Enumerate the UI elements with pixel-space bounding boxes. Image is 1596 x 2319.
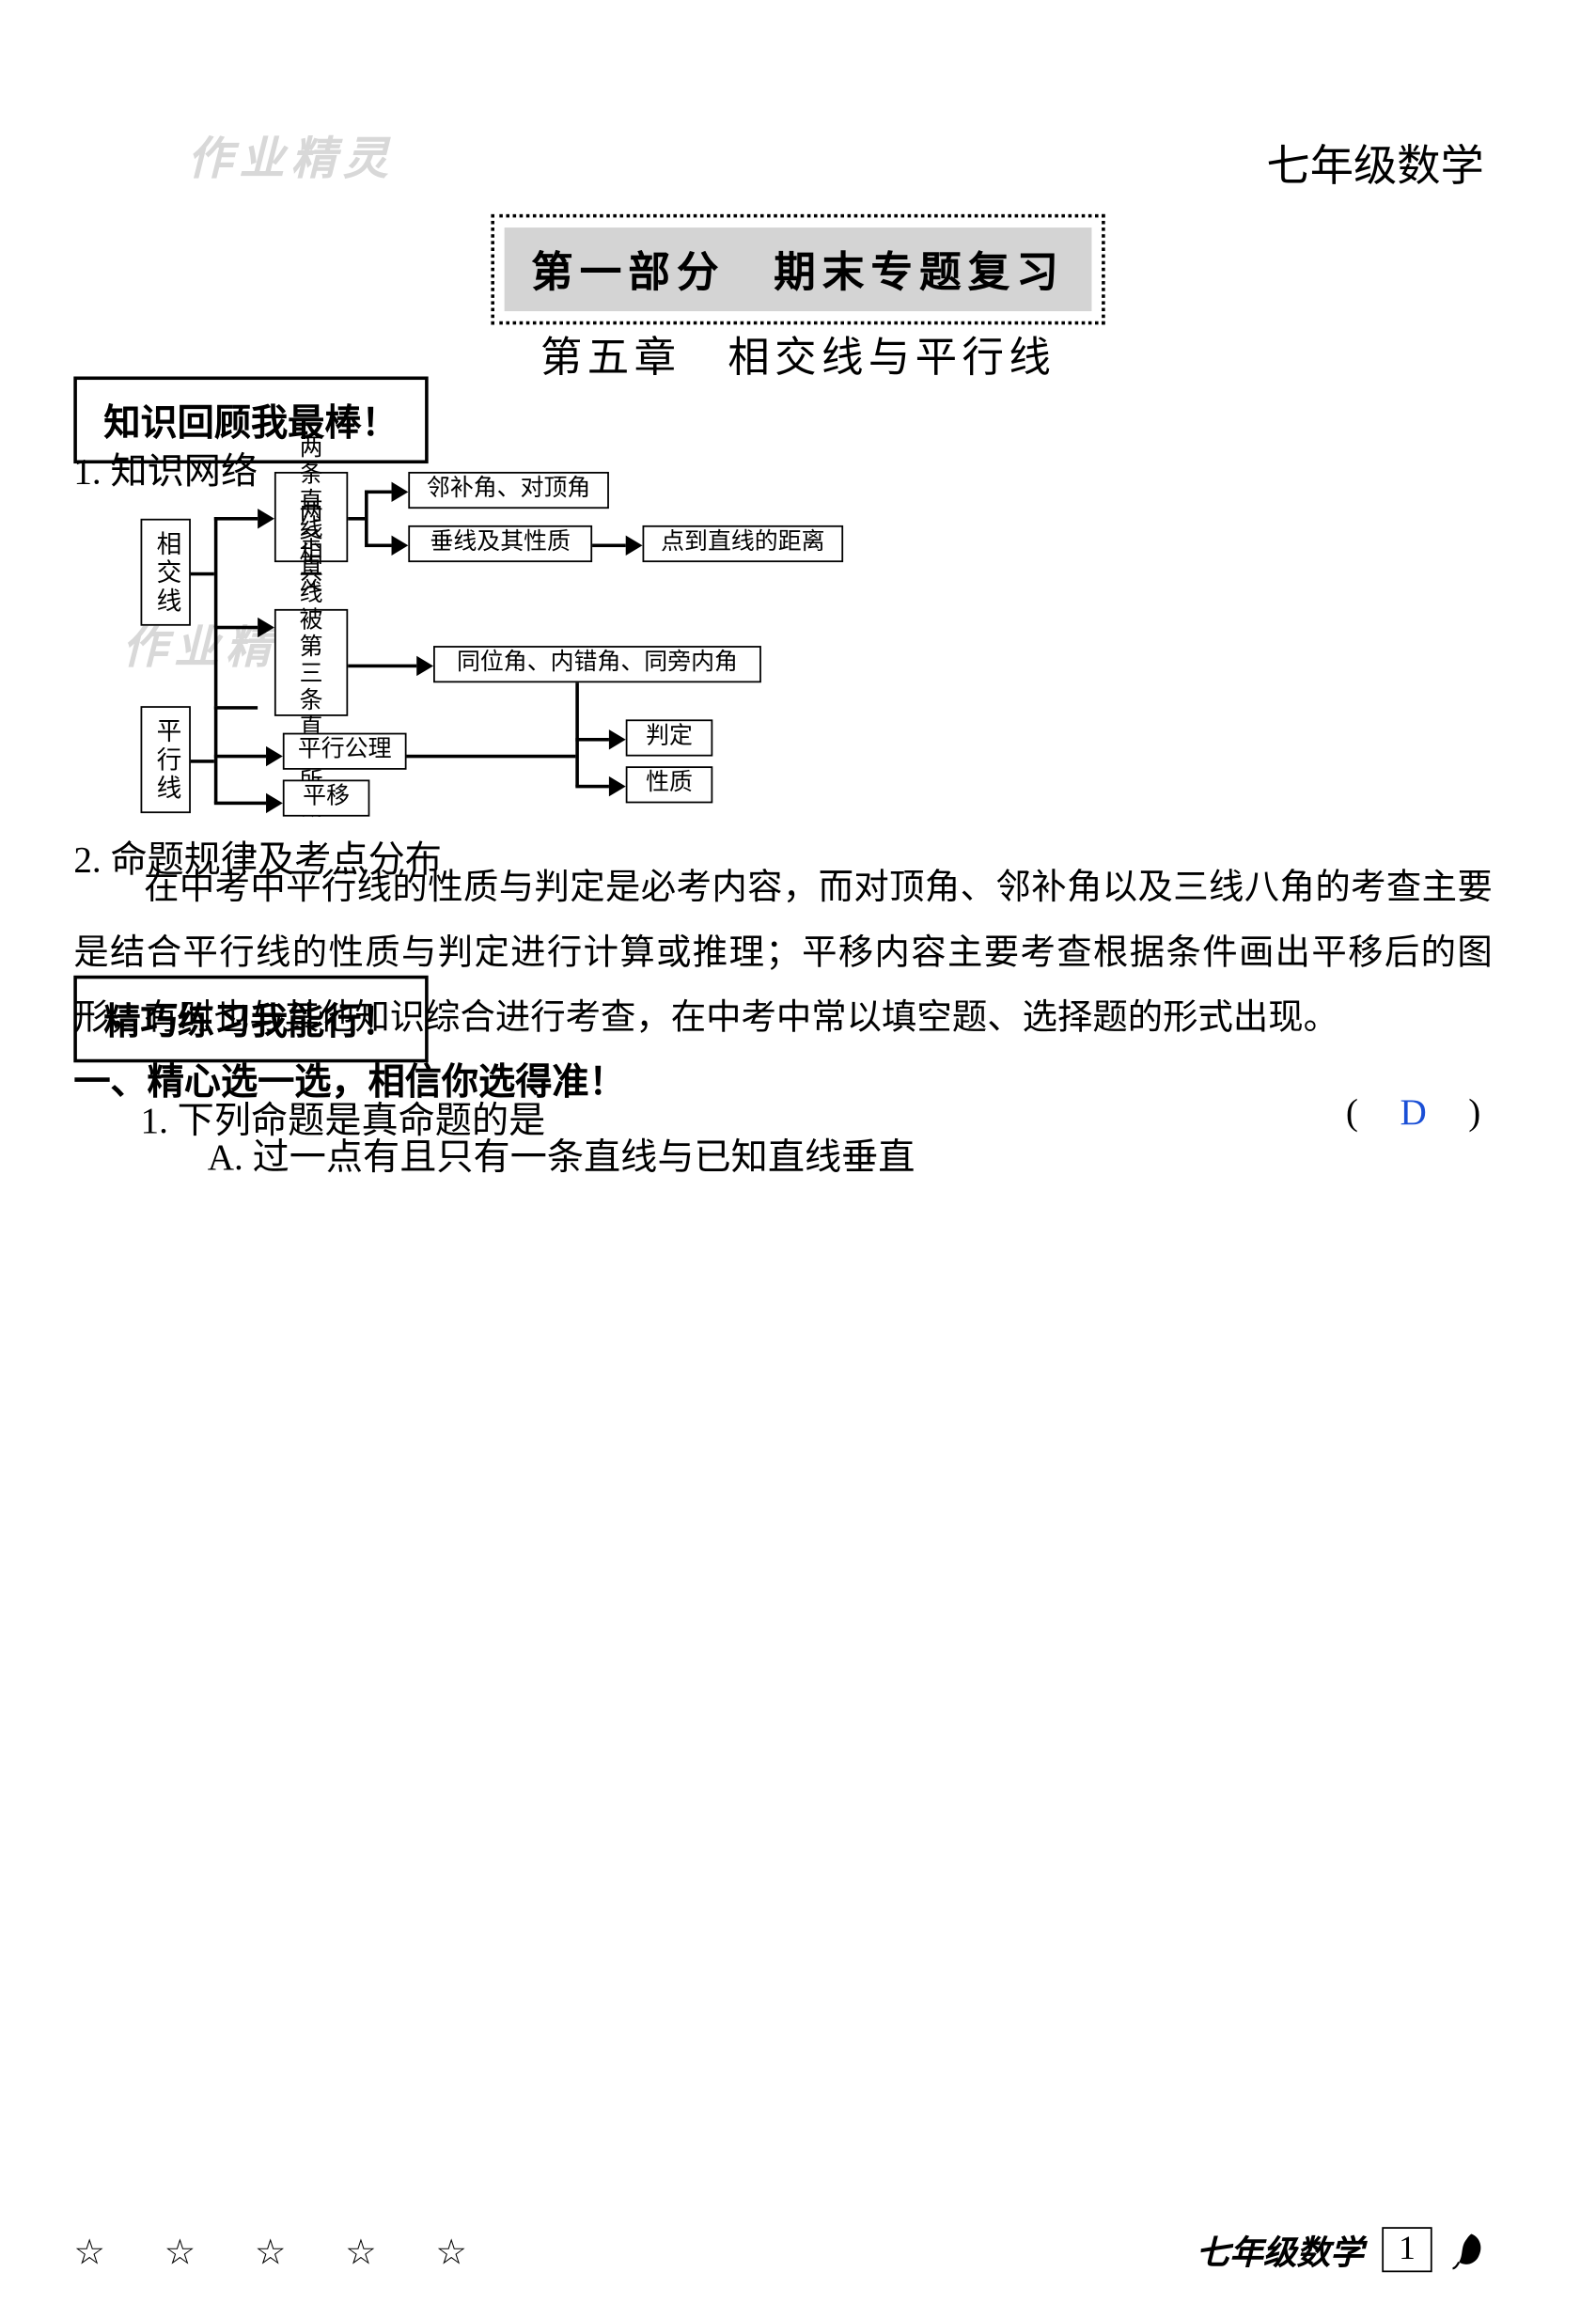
node-pingxing: 平行线	[141, 706, 191, 813]
question-1-answer: ( D )	[1346, 1091, 1480, 1135]
footer-subject-label: 七年级数学	[1197, 2225, 1364, 2274]
question-1-option-a: A. 过一点有且只有一条直线与已知直线垂直	[208, 1128, 915, 1182]
section-practice: 精巧练习我能行！	[73, 976, 428, 1063]
part-banner-text: 第一部分 期末专题复习	[505, 227, 1092, 311]
node-pingxing-gongli: 平行公理	[283, 733, 407, 770]
footer-right: 七年级数学 1	[1197, 2225, 1493, 2274]
footer-stars: ☆ ☆ ☆ ☆ ☆	[73, 2233, 492, 2275]
node-two-cut: 两条 直线 被第 三条 直线 所截	[274, 609, 348, 716]
chapter-title: 第五章 相交线与平行线	[540, 324, 1056, 384]
node-xiangjiao: 相交线	[141, 519, 191, 626]
node-linbu: 邻补角、对顶角	[408, 472, 609, 509]
node-panding: 判定	[626, 719, 713, 756]
node-tongwei: 同位角、内错角、同旁内角	[433, 646, 761, 682]
node-chuixian: 垂线及其性质	[408, 525, 592, 562]
paren-left: (	[1346, 1091, 1358, 1134]
node-pingyi: 平移	[283, 779, 370, 816]
knowledge-network-diagram: 相交线 平行线 两条 直线 相交 两条 直线 被第 三条 直线 所截 平行公理 …	[141, 472, 988, 820]
watermark: 作业精灵	[187, 122, 395, 187]
leaf-icon	[1450, 2229, 1493, 2271]
answer-letter: D	[1400, 1091, 1426, 1134]
page-number: 1	[1382, 2227, 1432, 2272]
node-dian-juli: 点到直线的距离	[643, 525, 844, 562]
header-subject: 七年级数学	[1266, 133, 1483, 195]
part-banner: 第一部分 期末专题复习	[491, 214, 1104, 324]
node-xingzhi: 性质	[626, 766, 713, 803]
paren-right: )	[1468, 1091, 1480, 1134]
